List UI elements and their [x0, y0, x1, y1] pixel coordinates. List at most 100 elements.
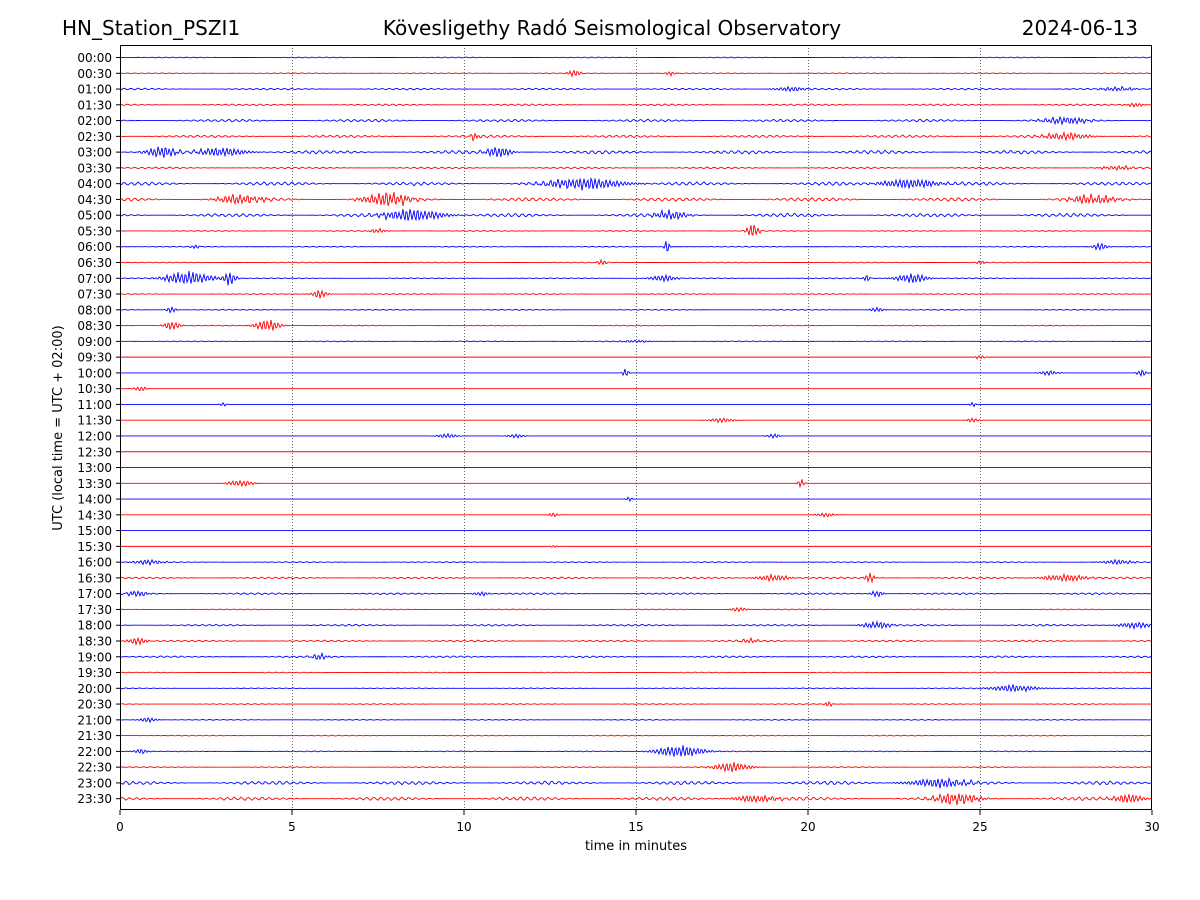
- trace-19:00: [119, 651, 1153, 661]
- trace-09:00: [120, 339, 1153, 343]
- seismic-traces: [119, 56, 1153, 806]
- ytick-label-11:30: 11:30: [77, 414, 112, 428]
- ytick-label-16:30: 16:30: [77, 571, 112, 585]
- trace-22:30: [119, 762, 1153, 773]
- ytick-label-07:30: 07:30: [77, 288, 112, 302]
- ytick-label-02:00: 02:00: [77, 114, 112, 128]
- trace-06:30: [119, 258, 1153, 266]
- y-axis-label: UTC (local time = UTC + 02:00): [51, 325, 66, 530]
- trace-23:00: [119, 776, 1153, 789]
- ytick-label-14:00: 14:00: [77, 493, 112, 507]
- date-title: 2024-06-13: [1022, 16, 1138, 40]
- trace-00:00: [119, 56, 1153, 59]
- ytick-label-15:00: 15:00: [77, 524, 112, 538]
- ytick-label-14:30: 14:30: [77, 508, 112, 522]
- ytick-label-00:30: 00:30: [77, 67, 112, 81]
- trace-21:00: [119, 717, 1153, 724]
- ytick-label-09:30: 09:30: [77, 351, 112, 365]
- ytick-label-04:30: 04:30: [77, 193, 112, 207]
- ytick-label-18:30: 18:30: [77, 634, 112, 648]
- ytick-label-10:00: 10:00: [77, 366, 112, 380]
- vertical-gridlines: [292, 45, 981, 810]
- trace-16:00: [119, 558, 1153, 567]
- trace-03:30: [119, 164, 1153, 172]
- ytick-label-10:30: 10:30: [77, 382, 112, 396]
- trace-17:00: [119, 590, 1153, 598]
- trace-06:00: [120, 241, 1153, 252]
- trace-01:00: [119, 85, 1153, 93]
- trace-09:30: [120, 354, 1152, 360]
- xtick-label-10: 10: [456, 820, 471, 834]
- trace-14:30: [120, 512, 1152, 519]
- ytick-label-17:30: 17:30: [77, 603, 112, 617]
- trace-08:30: [119, 319, 1153, 331]
- ytick-label-20:30: 20:30: [77, 698, 112, 712]
- ytick-label-15:30: 15:30: [77, 540, 112, 554]
- xtick-label-30: 30: [1144, 820, 1159, 834]
- ytick-label-12:00: 12:00: [77, 429, 112, 443]
- ytick-label-06:30: 06:30: [77, 256, 112, 270]
- ytick-label-20:00: 20:00: [77, 682, 112, 696]
- plot-frame: [120, 45, 1152, 810]
- ytick-label-13:30: 13:30: [77, 477, 112, 491]
- xtick-label-20: 20: [800, 820, 815, 834]
- xtick-label-5: 5: [288, 820, 296, 834]
- ytick-label-21:30: 21:30: [77, 729, 112, 743]
- trace-11:00: [120, 401, 1152, 408]
- trace-11:30: [120, 417, 1152, 424]
- trace-08:00: [119, 306, 1153, 314]
- trace-18:30: [119, 636, 1153, 647]
- trace-21:30: [120, 734, 1153, 737]
- ytick-label-19:30: 19:30: [77, 666, 112, 680]
- trace-17:30: [119, 606, 1153, 613]
- ytick-label-09:00: 09:00: [77, 335, 112, 349]
- ytick-label-08:30: 08:30: [77, 319, 112, 333]
- trace-04:00: [119, 176, 1153, 191]
- ytick-label-03:30: 03:30: [77, 161, 112, 175]
- trace-03:00: [119, 146, 1153, 158]
- ytick-label-17:00: 17:00: [77, 587, 112, 601]
- trace-20:00: [119, 683, 1152, 693]
- ytick-label-07:00: 07:00: [77, 272, 112, 286]
- observatory-title: Kövesligethy Radó Seismological Observat…: [383, 16, 841, 40]
- trace-13:30: [120, 479, 1152, 489]
- ytick-label-11:00: 11:00: [77, 398, 112, 412]
- trace-01:30: [119, 102, 1152, 109]
- trace-18:00: [119, 619, 1153, 630]
- ytick-label-21:00: 21:00: [77, 713, 112, 727]
- ytick-label-12:30: 12:30: [77, 445, 112, 459]
- trace-14:00: [120, 496, 1152, 503]
- ytick-label-22:00: 22:00: [77, 745, 112, 759]
- trace-23:30: [119, 792, 1153, 806]
- trace-00:30: [119, 69, 1153, 78]
- trace-05:00: [120, 208, 1153, 222]
- ytick-label-02:30: 02:30: [77, 130, 112, 144]
- ytick-label-19:00: 19:00: [77, 650, 112, 664]
- ytick-label-23:30: 23:30: [77, 792, 112, 806]
- ytick-label-05:30: 05:30: [77, 224, 112, 238]
- trace-02:30: [119, 130, 1153, 143]
- trace-04:30: [119, 191, 1153, 207]
- trace-10:30: [120, 386, 1152, 392]
- ytick-label-04:00: 04:00: [77, 177, 112, 191]
- ytick-label-18:00: 18:00: [77, 619, 112, 633]
- ytick-label-05:00: 05:00: [77, 209, 112, 223]
- ytick-label-13:00: 13:00: [77, 461, 112, 475]
- trace-20:30: [119, 700, 1152, 708]
- station-title: HN_Station_PSZI1: [62, 16, 240, 40]
- xtick-label-15: 15: [628, 820, 643, 834]
- xtick-label-25: 25: [972, 820, 987, 834]
- trace-16:30: [119, 572, 1153, 584]
- ytick-label-00:00: 00:00: [77, 51, 112, 65]
- trace-22:00: [119, 745, 1153, 757]
- trace-15:30: [120, 545, 1152, 548]
- ytick-label-08:00: 08:00: [77, 303, 112, 317]
- ytick-label-22:30: 22:30: [77, 761, 112, 775]
- trace-10:00: [120, 368, 1152, 377]
- x-ticks: 0 5 10 15 20 25 30: [116, 810, 1160, 834]
- trace-07:30: [119, 289, 1153, 300]
- ytick-label-01:30: 01:30: [77, 98, 112, 112]
- trace-07:00: [119, 270, 1153, 286]
